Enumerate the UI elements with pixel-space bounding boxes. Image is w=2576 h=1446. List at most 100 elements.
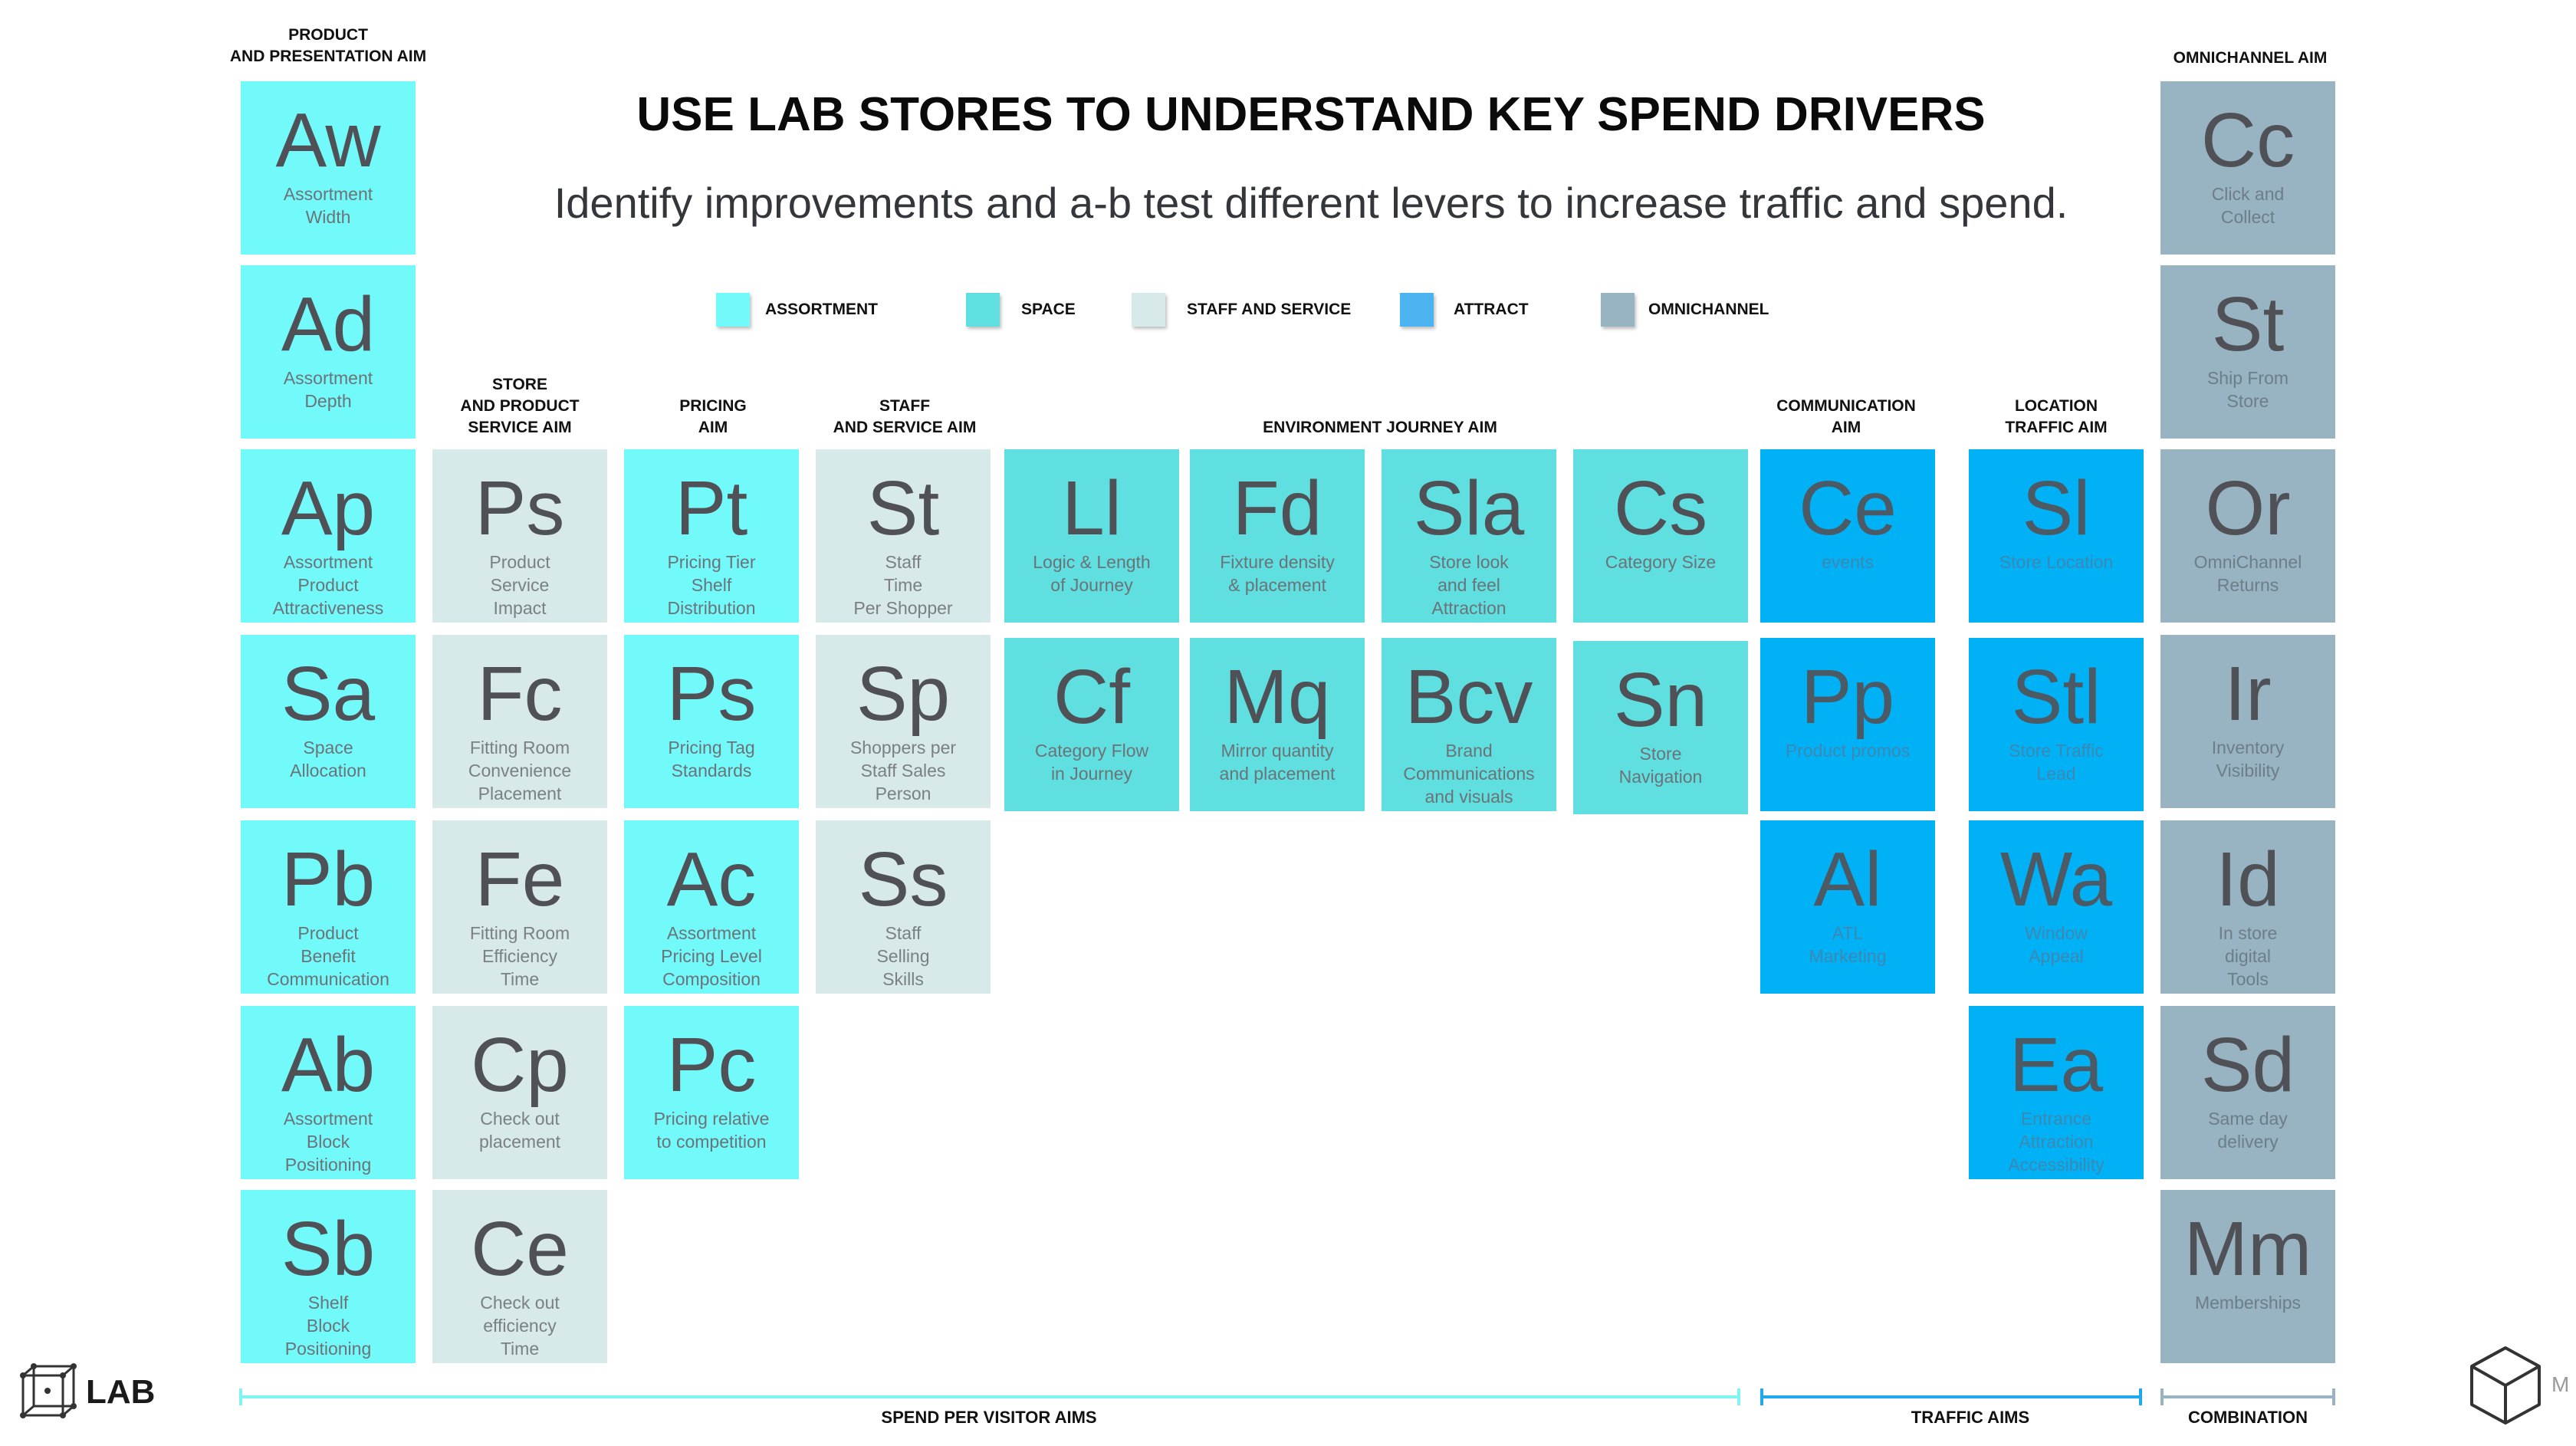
element-symbol: Ac [666, 836, 757, 922]
element-tile-ad[interactable]: Ad Assortment Depth [241, 265, 416, 439]
element-name: Store Traffic Lead [2009, 741, 2104, 784]
element-name: Assortment Pricing Level Composition [661, 923, 762, 989]
element-symbol: Fc [477, 651, 563, 737]
element-tile-sla[interactable]: Sla Store look and feel Attraction [1382, 449, 1556, 623]
element-tile-ea[interactable]: Ea Entrance Attraction Accessibility [1969, 1006, 2144, 1179]
aim-staff-service: STAFF AND SERVICE AIM [833, 397, 977, 436]
element-symbol: Mq [1224, 654, 1331, 740]
element-symbol: Ea [2009, 1022, 2104, 1108]
element-symbol: Or [2205, 465, 2291, 551]
element-name: Brand Communications and visuals [1403, 741, 1535, 807]
legend-swatch-attract [1400, 293, 1434, 327]
legend-label-omnichannel: OMNICHANNEL [1648, 301, 1769, 318]
element-tile-pc[interactable]: Pc Pricing relative to competition [624, 1006, 799, 1179]
traffic-axis-line [1760, 1395, 2142, 1398]
element-tile-ps-pricing[interactable]: Ps Pricing Tag Standards [624, 635, 799, 808]
element-symbol: Fe [475, 836, 565, 922]
traffic-axis-label: TRAFFIC AIMS [1911, 1408, 2030, 1427]
element-tile-cf[interactable]: Cf Category Flow in Journey [1004, 638, 1179, 811]
page-subtitle: Identify improvements and a-b test diffe… [554, 179, 2068, 227]
lab-logo-text: LAB [86, 1373, 156, 1411]
traffic-axis-tick-right [2139, 1388, 2142, 1405]
element-tile-fd[interactable]: Fd Fixture density & placement [1190, 449, 1365, 623]
element-symbol: Ce [1799, 465, 1897, 551]
element-tile-ir[interactable]: Ir Inventory Visibility [2160, 635, 2335, 808]
element-tile-sd[interactable]: Sd Same day delivery [2160, 1006, 2335, 1179]
element-name: Assortment Width [283, 184, 373, 227]
element-tile-mm[interactable]: Mm Memberships [2160, 1190, 2335, 1363]
element-name: Fitting Room Convenience Placement [468, 738, 572, 804]
element-name: Logic & Length of Journey [1033, 552, 1151, 595]
element-symbol: Pt [675, 465, 748, 551]
element-name: Assortment Depth [283, 368, 373, 411]
element-tile-ce[interactable]: Ce Check out efficiency Time [432, 1190, 607, 1363]
element-symbol: St [2211, 281, 2285, 367]
element-name: Ship From Store [2206, 368, 2289, 411]
element-symbol: Ab [281, 1022, 376, 1108]
element-tile-cs[interactable]: Cs Category Size [1573, 449, 1748, 623]
element-name: Same day delivery [2208, 1109, 2288, 1152]
element-symbol: Sla [1413, 465, 1525, 551]
element-name: Store Navigation [1618, 744, 1703, 787]
element-tile-ss[interactable]: Ss Staff Selling Skills [816, 820, 991, 994]
element-name: Category Size [1605, 552, 1717, 572]
aim-communication: COMMUNICATION AIM [1776, 397, 1916, 436]
element-tile-pb[interactable]: Pb Product Benefit Communication [241, 820, 416, 994]
element-name: Store look and feel Attraction [1429, 552, 1509, 618]
element-tile-fc[interactable]: Fc Fitting Room Convenience Placement [432, 635, 607, 808]
element-tile-pt[interactable]: Pt Pricing Tier Shelf Distribution [624, 449, 799, 623]
element-symbol: Ll [1062, 465, 1122, 551]
element-tile-bcv[interactable]: Bcv Brand Communications and visuals [1382, 638, 1556, 811]
element-name: Space Allocation [290, 738, 366, 781]
element-name: Shoppers per Staff Sales Person [849, 738, 957, 804]
element-tile-mq[interactable]: Mq Mirror quantity and placement [1190, 638, 1365, 811]
element-symbol: St [866, 465, 940, 551]
element-tile-ll[interactable]: Ll Logic & Length of Journey [1004, 449, 1179, 623]
element-tile-cc[interactable]: Cc Click and Collect [2160, 81, 2335, 255]
element-tile-ps[interactable]: Ps Product Service Impact [432, 449, 607, 623]
element-name: ATL Marketing [1809, 923, 1887, 966]
element-tile-sa[interactable]: Sa Space Allocation [241, 635, 416, 808]
element-tile-sl[interactable]: Sl Store Location [1969, 449, 2144, 623]
element-tile-al[interactable]: Al ATL Marketing [1760, 820, 1935, 994]
element-name: Product Benefit Communication [267, 923, 389, 989]
spend-axis-line [239, 1395, 1740, 1398]
legend-label-assortment: ASSORTMENT [765, 301, 878, 318]
element-tile-wa[interactable]: Wa Window Appeal [1969, 820, 2144, 994]
element-name: Window Appeal [2025, 923, 2088, 966]
element-tile-ac[interactable]: Ac Assortment Pricing Level Composition [624, 820, 799, 994]
traffic-axis-tick-left [1760, 1388, 1763, 1405]
element-symbol: Al [1813, 836, 1882, 922]
element-symbol: Cs [1613, 465, 1708, 551]
element-symbol: Sp [856, 651, 951, 737]
element-tile-stl[interactable]: Stl Store Traffic Lead [1969, 638, 2144, 811]
element-tile-sp[interactable]: Sp Shoppers per Staff Sales Person [816, 635, 991, 808]
element-tile-id[interactable]: Id In store digital Tools [2160, 820, 2335, 994]
element-tile-or[interactable]: Or OmniChannel Returns [2160, 449, 2335, 623]
element-name: Assortment Block Positioning [283, 1109, 373, 1175]
element-tile-aw[interactable]: Aw Assortment Width [241, 81, 416, 255]
element-tile-ab[interactable]: Ab Assortment Block Positioning [241, 1006, 416, 1179]
element-symbol: Id [2216, 836, 2280, 922]
element-tile-sb[interactable]: Sb Shelf Block Positioning [241, 1190, 416, 1363]
element-tile-st-omni[interactable]: St Ship From Store [2160, 265, 2335, 439]
element-symbol: Sd [2200, 1022, 2295, 1108]
element-symbol: Ps [666, 651, 757, 737]
element-name: Fitting Room Efficiency Time [469, 923, 570, 989]
element-tile-ap[interactable]: Ap Assortment Product Attractiveness [241, 449, 416, 623]
element-tile-cp[interactable]: Cp Check out placement [432, 1006, 607, 1179]
element-tile-pp[interactable]: Pp Product promos [1760, 638, 1935, 811]
aim-product-presentation: PRODUCT AND PRESENTATION AIM [229, 26, 427, 65]
element-name: Pricing relative to competition [653, 1109, 770, 1152]
element-name: Pricing Tag Standards [668, 738, 755, 781]
element-tile-fe[interactable]: Fe Fitting Room Efficiency Time [432, 820, 607, 994]
element-symbol: Pc [666, 1022, 757, 1108]
element-tile-ce-events[interactable]: Ce events [1760, 449, 1935, 623]
element-tile-sn[interactable]: Sn Store Navigation [1573, 641, 1748, 814]
element-symbol: Sa [281, 651, 376, 737]
element-name: Fixture density & placement [1220, 552, 1335, 595]
element-symbol: Cf [1053, 654, 1130, 740]
combination-axis-label: COMBINATION [2187, 1408, 2308, 1427]
element-tile-st-staff[interactable]: St Staff Time Per Shopper [816, 449, 991, 623]
element-symbol: Mm [2183, 1206, 2312, 1292]
